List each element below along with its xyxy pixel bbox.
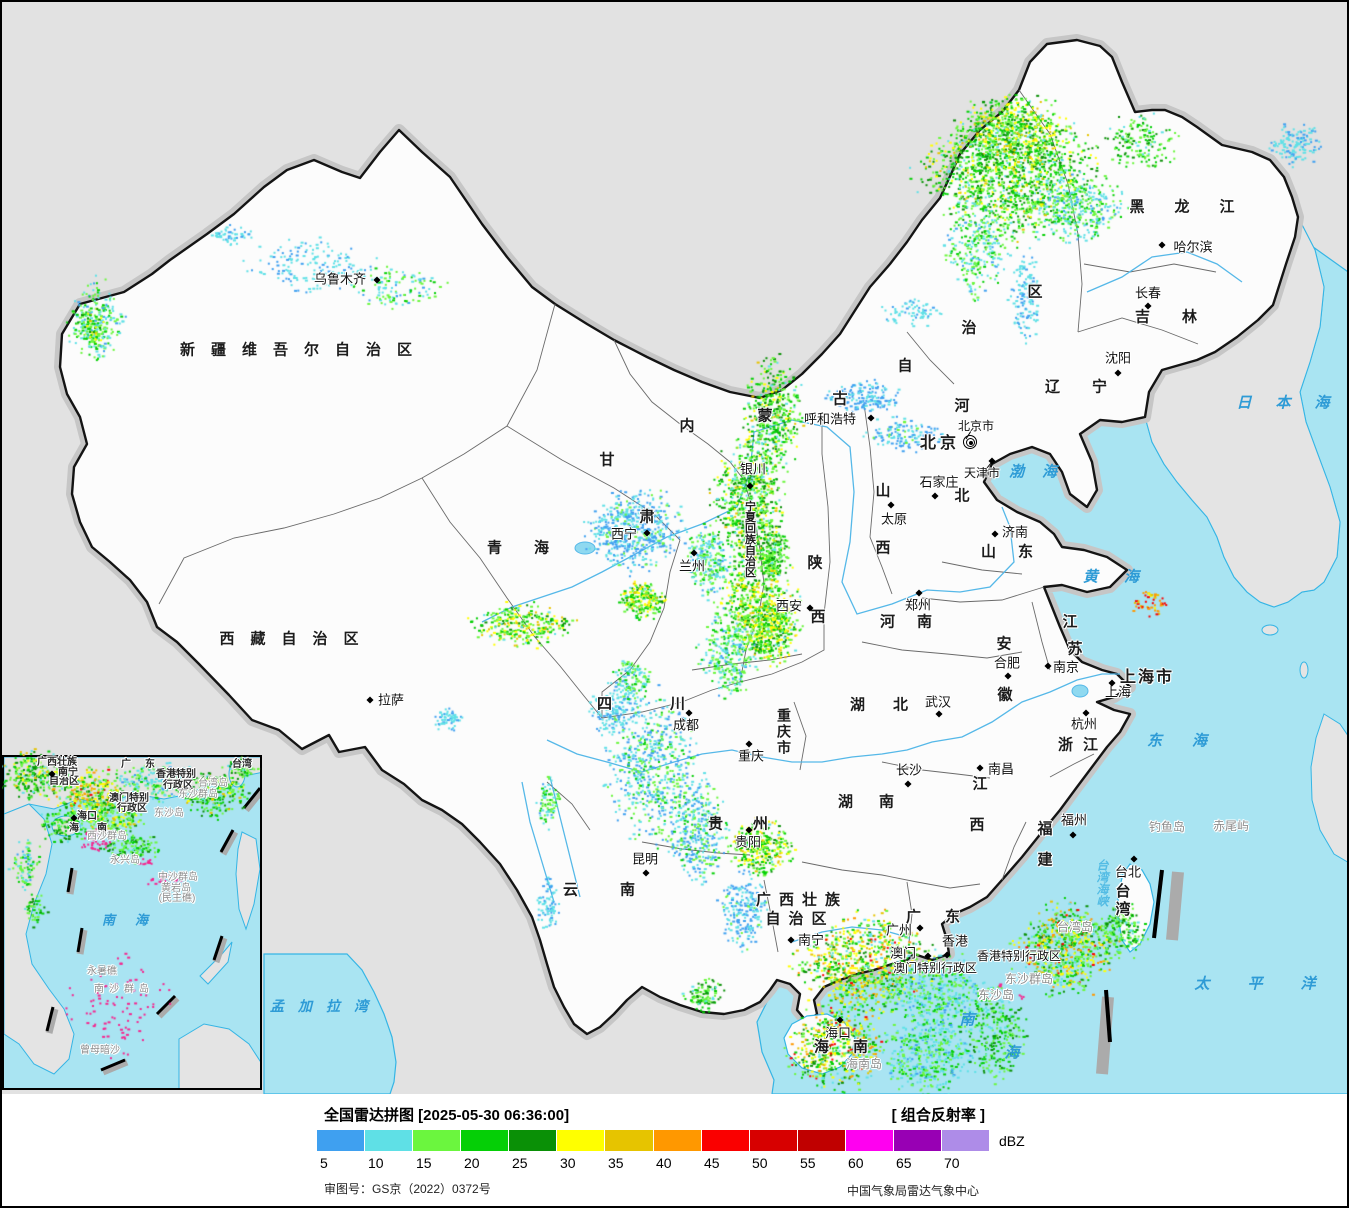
colorbar-segment xyxy=(365,1130,413,1151)
dbz-tick: 25 xyxy=(512,1155,528,1171)
qinghai-lake xyxy=(574,541,596,555)
dbz-tick: 55 xyxy=(800,1155,816,1171)
colorbar-segment xyxy=(942,1130,990,1151)
colorbar-segment xyxy=(413,1130,461,1151)
china-radar-map: 新疆维吾尔自治区 西藏自治区 青海甘肃内蒙古自治区宁夏回族自治区陕西山西河北山东 河南… xyxy=(2,2,1347,1094)
dbz-tick-labels: 5 10 15 20 25 30 35 40 45 50 55 60 65 70 xyxy=(317,1155,1017,1171)
legend-panel: 全国雷达拼图 [2025-05-30 06:36:00] [ 组合反射率 ] d… xyxy=(2,1094,1347,1206)
colorbar-segment xyxy=(461,1130,509,1151)
colorbar-segment xyxy=(317,1130,365,1151)
dbz-tick: 70 xyxy=(944,1155,960,1171)
colorbar-segment xyxy=(893,1130,942,1151)
south-china-sea-inset xyxy=(2,755,262,1090)
map-title: 全国雷达拼图 [2025-05-30 06:36:00] xyxy=(324,1107,570,1124)
dbz-tick: 40 xyxy=(656,1155,672,1171)
colorbar-segment xyxy=(509,1130,557,1151)
bay-of-bengal xyxy=(263,953,397,1094)
dbz-colorbar xyxy=(317,1130,990,1151)
dbz-tick: 10 xyxy=(368,1155,384,1171)
colorbar-segment xyxy=(653,1130,701,1151)
credit-label: 中国气象局雷达气象中心 xyxy=(846,1184,979,1198)
colorbar-segment xyxy=(845,1130,893,1151)
inset-svg xyxy=(4,757,260,1088)
dbz-tick: 15 xyxy=(416,1155,432,1171)
inset-china-coast xyxy=(4,757,260,815)
dbz-unit-label: dBZ xyxy=(999,1133,1025,1149)
inset-indochina xyxy=(4,803,75,1075)
jeju-island xyxy=(1261,624,1279,636)
dbz-tick: 30 xyxy=(560,1155,576,1171)
colorbar-segment xyxy=(701,1130,749,1151)
dbz-tick: 65 xyxy=(896,1155,912,1171)
taihu-lake xyxy=(1071,684,1089,698)
colorbar-segment xyxy=(749,1130,797,1151)
dbz-tick: 45 xyxy=(704,1155,720,1171)
inset-hainan xyxy=(51,815,81,837)
colorbar-segment xyxy=(557,1130,605,1151)
dbz-tick: 50 xyxy=(752,1155,768,1171)
dbz-tick: 35 xyxy=(608,1155,624,1171)
colorbar-segment xyxy=(605,1130,653,1151)
colorbar-segment xyxy=(797,1130,845,1151)
inset-taiwan xyxy=(228,760,246,788)
inset-luzon xyxy=(235,831,260,931)
dbz-tick: 5 xyxy=(320,1155,328,1171)
inset-borneo xyxy=(178,1023,260,1088)
dbz-tick: 20 xyxy=(464,1155,480,1171)
approval-number: 审图号：GS京（2022）0372号 xyxy=(324,1182,491,1196)
inset-palawan xyxy=(199,941,233,985)
product-name: [ 组合反射率 ] xyxy=(891,1107,985,1124)
dbz-tick: 60 xyxy=(848,1155,864,1171)
tsushima-island xyxy=(1299,661,1309,679)
